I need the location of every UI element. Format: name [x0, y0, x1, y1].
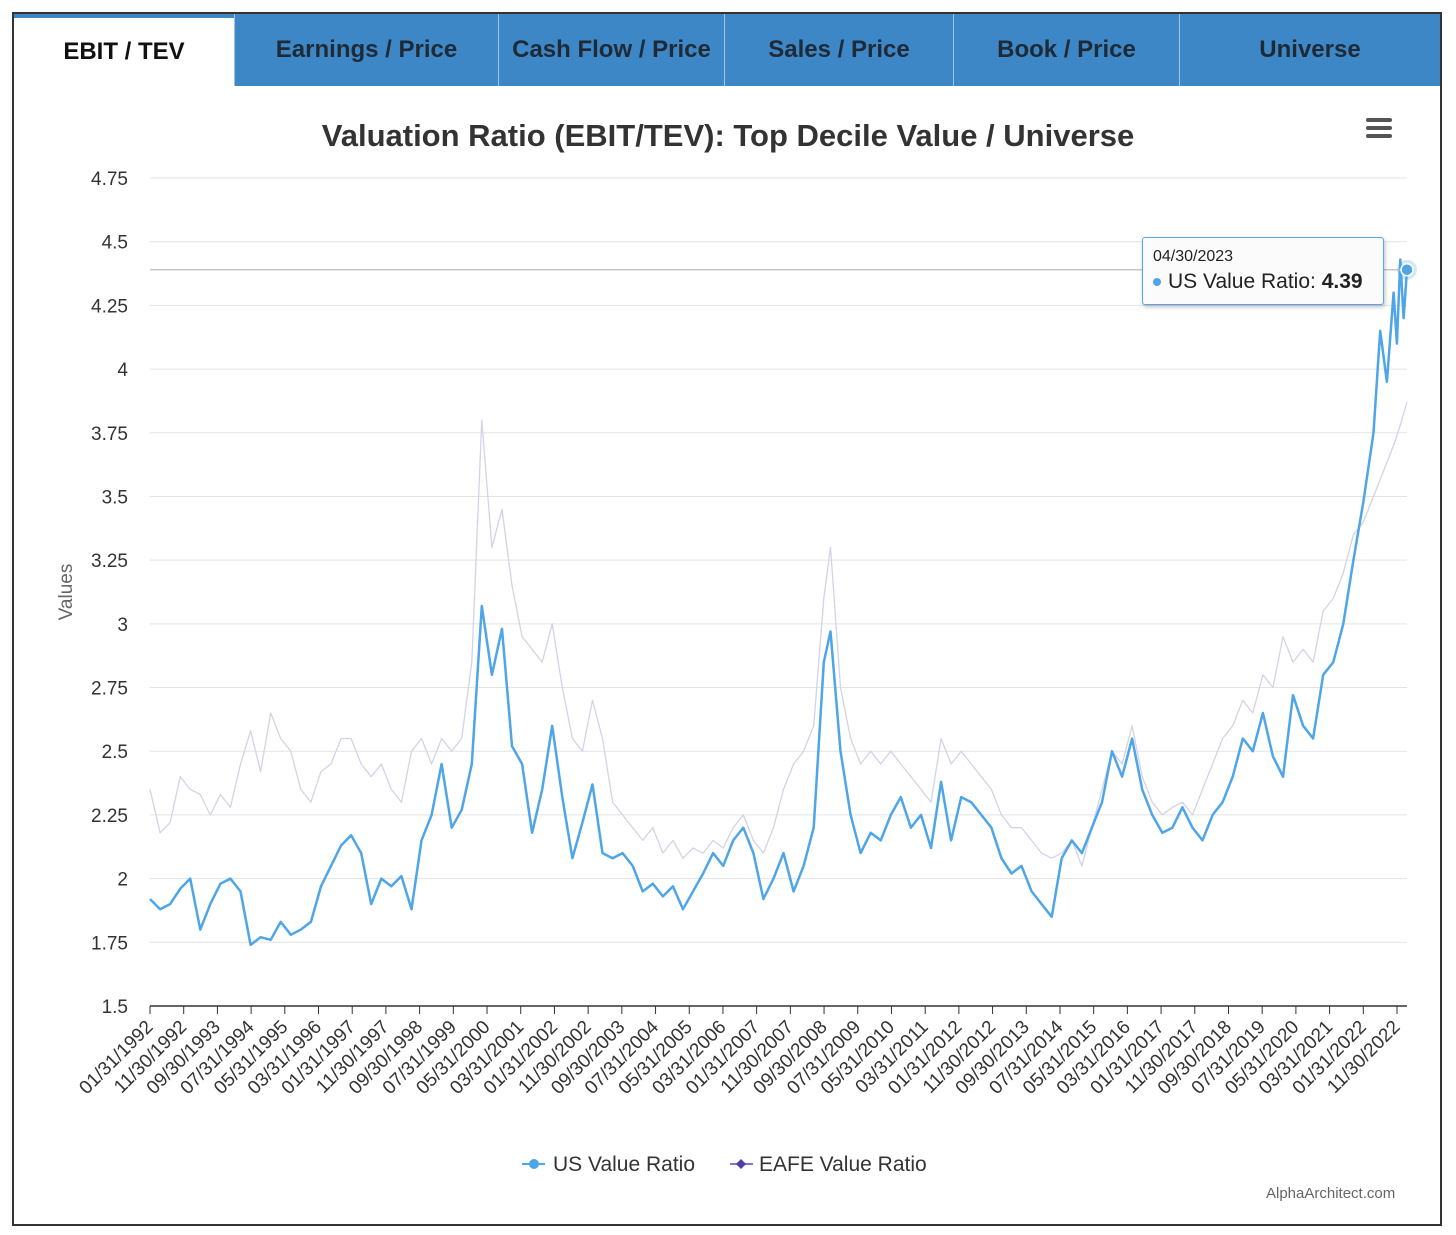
- legend-item-us[interactable]: US Value Ratio: [522, 1153, 695, 1176]
- tab-universe[interactable]: Universe: [1179, 14, 1440, 86]
- y-axis-label: Values: [56, 564, 77, 621]
- series-line-us: [149, 258, 1409, 947]
- legend-marker-us: [529, 1159, 539, 1169]
- legend-marker-eafe: [736, 1159, 746, 1169]
- y-tick-label: 4.5: [102, 233, 128, 254]
- tooltip-series: US Value Ratio:: [1168, 270, 1316, 293]
- y-tick-label: 4: [117, 360, 128, 381]
- tooltip-date: 04/30/2023: [1153, 248, 1234, 265]
- y-axis-ticks: 1.5 1.75 2 2.25 2.5 2.75 3 3.25 3.5 3.75 4 4.25 4.5 4…: [91, 169, 128, 1018]
- tab-ebit-tev[interactable]: EBIT / TEV: [14, 14, 234, 86]
- y-tick-label: 4.75: [91, 169, 128, 190]
- y-tick-label: 4.25: [91, 296, 128, 317]
- chart-title: Valuation Ratio (EBIT/TEV): Top Decile V…: [322, 118, 1135, 153]
- tab-cash-flow-price[interactable]: Cash Flow / Price: [498, 14, 724, 86]
- y-tick-label: 1.75: [91, 933, 128, 954]
- x-axis-ticks: 01/31/199211/30/199209/30/199307/31/1994…: [75, 1006, 1405, 1099]
- hamburger-menu-icon[interactable]: [1366, 118, 1392, 138]
- y-tick-label: 3: [117, 615, 128, 636]
- tooltip-dot-icon: [1153, 278, 1161, 287]
- tab-sales-price[interactable]: Sales / Price: [724, 14, 953, 86]
- tab-earnings-price[interactable]: Earnings / Price: [234, 14, 498, 86]
- y-tick-label: 3.25: [91, 551, 128, 572]
- series-group: [149, 258, 1409, 947]
- tab-book-price[interactable]: Book / Price: [953, 14, 1179, 86]
- credit-text: AlphaArchitect.com: [1266, 1185, 1396, 1202]
- y-tick-label: 3.5: [102, 487, 128, 508]
- hover-point[interactable]: [1400, 262, 1414, 277]
- chart-panel: EBIT / TEV Earnings / Price Cash Flow / …: [12, 12, 1442, 1226]
- legend-label-eafe: EAFE Value Ratio: [759, 1153, 927, 1176]
- legend-label-us: US Value Ratio: [553, 1153, 695, 1176]
- y-tick-label: 1.5: [102, 997, 128, 1018]
- y-tick-label: 2.75: [91, 679, 128, 700]
- y-tick-label: 3.75: [91, 424, 128, 445]
- tooltip-value: 4.39: [1321, 270, 1363, 293]
- y-tick-label: 2.5: [102, 742, 128, 763]
- y-tick-label: 2.25: [91, 806, 128, 827]
- legend: US Value Ratio EAFE Value Ratio: [522, 1153, 927, 1176]
- tooltip: 04/30/2023 US Value Ratio: 4.39: [1142, 237, 1384, 305]
- grid-lines: [150, 177, 1407, 1007]
- series-line-eafe: [149, 402, 1408, 867]
- tooltip-row: US Value Ratio: 4.39: [1153, 270, 1373, 294]
- tab-bar: EBIT / TEV Earnings / Price Cash Flow / …: [14, 14, 1440, 86]
- y-tick-label: 2: [117, 870, 128, 891]
- legend-item-eafe[interactable]: EAFE Value Ratio: [730, 1153, 927, 1176]
